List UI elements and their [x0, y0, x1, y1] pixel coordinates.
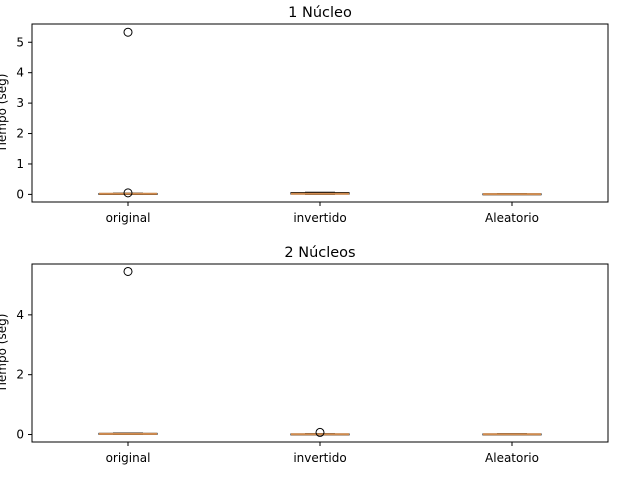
x-tick-label-invertido: invertido	[293, 451, 346, 465]
box-invertido	[290, 191, 350, 195]
chart-title: 2 Núcleos	[284, 245, 355, 261]
y-tick-label: 1	[16, 157, 24, 171]
axes-frame	[31, 263, 609, 443]
outlier-point	[315, 427, 325, 437]
y-axis-label: Tiempo (seg)	[0, 314, 9, 394]
box-invertido	[290, 427, 350, 437]
outlier-point	[123, 266, 133, 276]
y-tick-label: 2	[16, 368, 24, 382]
y-axis-label: Tiempo (seg)	[0, 74, 9, 154]
chart-title: 1 Núcleo	[288, 5, 352, 21]
y-tick-label: 4	[16, 308, 24, 322]
outlier-point	[123, 27, 133, 37]
box-aleatorio	[482, 433, 542, 436]
outlier-point	[123, 188, 133, 198]
x-tick-label-invertido: invertido	[293, 211, 346, 225]
y-tick-label: 0	[16, 428, 24, 442]
box-original	[98, 266, 158, 436]
y-tick-label: 4	[16, 66, 24, 80]
axes-frame	[31, 23, 609, 203]
subplot-1: 1 Núcleo Tiempo (seg) 0 1 2 3 4 5 original invert…	[0, 5, 609, 225]
x-tick-label-original: original	[106, 451, 151, 465]
box-aleatorio	[482, 192, 542, 196]
y-tick-label: 0	[16, 187, 24, 201]
x-tick-label-aleatorio: Aleatorio	[485, 451, 539, 465]
x-tick-label-aleatorio: Aleatorio	[485, 211, 539, 225]
box-original	[98, 27, 158, 198]
x-tick-label-original: original	[106, 211, 151, 225]
y-tick-label: 5	[16, 35, 24, 49]
subplot-2: 2 Núcleos Tiempo (seg) 0 2 4 original invertid…	[0, 245, 609, 465]
subplots-group: 1 Núcleo Tiempo (seg) 0 1 2 3 4 5 original invert…	[0, 5, 609, 465]
y-tick-label: 3	[16, 96, 24, 110]
y-tick-label: 2	[16, 127, 24, 141]
